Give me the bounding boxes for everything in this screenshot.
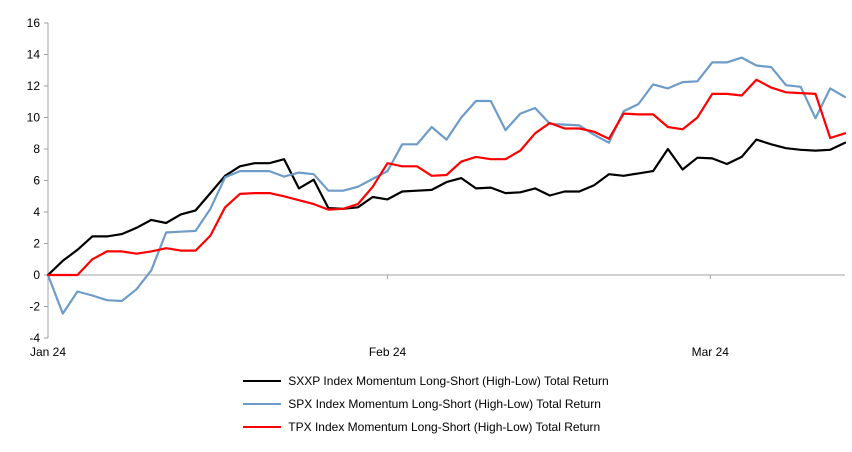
y-axis-tick-label: 4	[33, 205, 40, 219]
y-axis-tick-label: 6	[33, 174, 40, 188]
y-axis-tick-label: -4	[29, 331, 40, 345]
legend-line-sample-spx	[243, 403, 282, 405]
x-axis-label-feb: Feb 24	[369, 345, 407, 359]
y-axis-tick-label: 12	[27, 79, 41, 93]
legend-label-tpx: TPX Index Momentum Long-Short (High-Low)…	[288, 420, 601, 434]
y-axis-tick-label: 8	[33, 142, 40, 156]
y-axis-tick-label: 10	[27, 111, 41, 125]
axis-layer: 16 14 12 10 8 6 4 2 0 -2 -4	[27, 16, 845, 345]
legend-item-spx: SPX Index Momentum Long-Short (High-Low)…	[243, 397, 601, 411]
legend-line-sample-tpx	[243, 426, 282, 428]
chart-plot-area: 16 14 12 10 8 6 4 2 0 -2 -4 Jan 24 Feb 24 Mar 24	[27, 16, 847, 359]
legend-label-sxxp: SXXP Index Momentum Long-Short (High-Low…	[288, 374, 609, 388]
legend-item-tpx: TPX Index Momentum Long-Short (High-Low)…	[243, 420, 600, 434]
series-line-tpx	[46, 78, 847, 277]
x-axis-label-mar: Mar 24	[692, 345, 730, 359]
y-axis-tick-label: 16	[27, 16, 41, 30]
legend-line-sample-sxxp	[243, 380, 282, 382]
legend-column: SXXP Index Momentum Long-Short (High-Low…	[243, 374, 609, 434]
legend-item-sxxp: SXXP Index Momentum Long-Short (High-Low…	[243, 374, 609, 388]
series-line-sxxp	[46, 138, 847, 277]
chart-legend: SXXP Index Momentum Long-Short (High-Low…	[0, 374, 852, 434]
y-axis-tick-label: 0	[33, 268, 40, 282]
series-line-spx	[46, 56, 847, 315]
y-axis-tick-label: 14	[27, 48, 41, 62]
legend-label-spx: SPX Index Momentum Long-Short (High-Low)…	[288, 397, 601, 411]
x-axis-label-jan: Jan 24	[30, 345, 66, 359]
y-axis-tick-label: 2	[33, 237, 40, 251]
series-layer	[46, 56, 847, 315]
y-axis-tick-label: -2	[29, 300, 40, 314]
